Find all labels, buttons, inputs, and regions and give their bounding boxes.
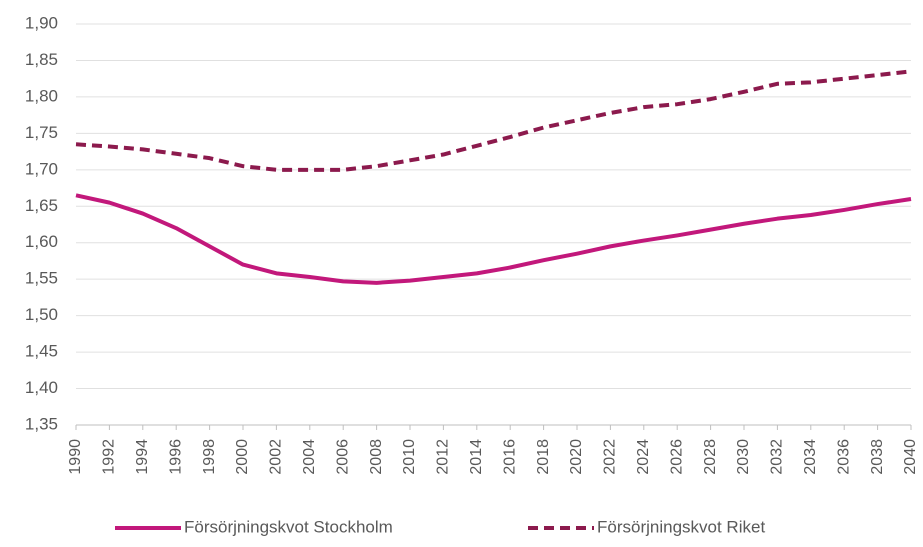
x-tick-label: 2030 <box>735 439 752 475</box>
x-tick-label: 2032 <box>769 439 786 475</box>
y-tick-label: 1,35 <box>25 414 58 433</box>
x-tick-label: 2002 <box>268 439 285 475</box>
x-tick-label: 2008 <box>368 439 385 475</box>
x-tick-label: 2004 <box>301 439 318 475</box>
y-tick-label: 1,90 <box>25 13 58 32</box>
x-tick-label: 2006 <box>334 439 351 475</box>
x-tick-label: 2018 <box>535 439 552 475</box>
x-tick-label: 2034 <box>802 439 819 475</box>
x-tick-label: 2026 <box>668 439 685 475</box>
x-tick-label: 2028 <box>702 439 719 475</box>
y-tick-label: 1,55 <box>25 269 58 288</box>
x-tick-label: 2038 <box>869 439 886 475</box>
x-tick-label: 2024 <box>635 439 652 475</box>
y-tick-label: 1,80 <box>25 86 58 105</box>
y-tick-label: 1,75 <box>25 123 58 142</box>
legend-label: Försörjningskvot Riket <box>597 517 765 536</box>
y-tick-label: 1,85 <box>25 50 58 69</box>
series-line <box>75 69 912 172</box>
x-tick-label: 1998 <box>201 439 218 475</box>
y-tick-label: 1,50 <box>25 305 58 324</box>
y-tick-label: 1,70 <box>25 159 58 178</box>
y-tick-label: 1,65 <box>25 196 58 215</box>
x-tick-label: 2040 <box>902 439 919 475</box>
x-tick-label: 2000 <box>234 439 251 475</box>
x-tick-label: 2010 <box>401 439 418 475</box>
x-tick-label: 1996 <box>167 439 184 475</box>
x-tick-label: 1994 <box>134 439 151 475</box>
x-tick-label: 2016 <box>501 439 518 475</box>
x-tick-label: 2022 <box>602 439 619 475</box>
x-tick-label: 2036 <box>835 439 852 475</box>
x-tick-label: 2020 <box>568 439 585 475</box>
x-tick-label: 2014 <box>468 439 485 475</box>
x-tick-label: 1990 <box>67 439 84 475</box>
y-tick-label: 1,40 <box>25 378 58 397</box>
y-tick-label: 1,60 <box>25 232 58 251</box>
y-tick-label: 1,45 <box>25 342 58 361</box>
series-line <box>75 193 912 285</box>
x-tick-label: 2012 <box>435 439 452 475</box>
legend-label: Försörjningskvot Stockholm <box>184 517 393 536</box>
x-tick-label: 1992 <box>101 439 118 475</box>
